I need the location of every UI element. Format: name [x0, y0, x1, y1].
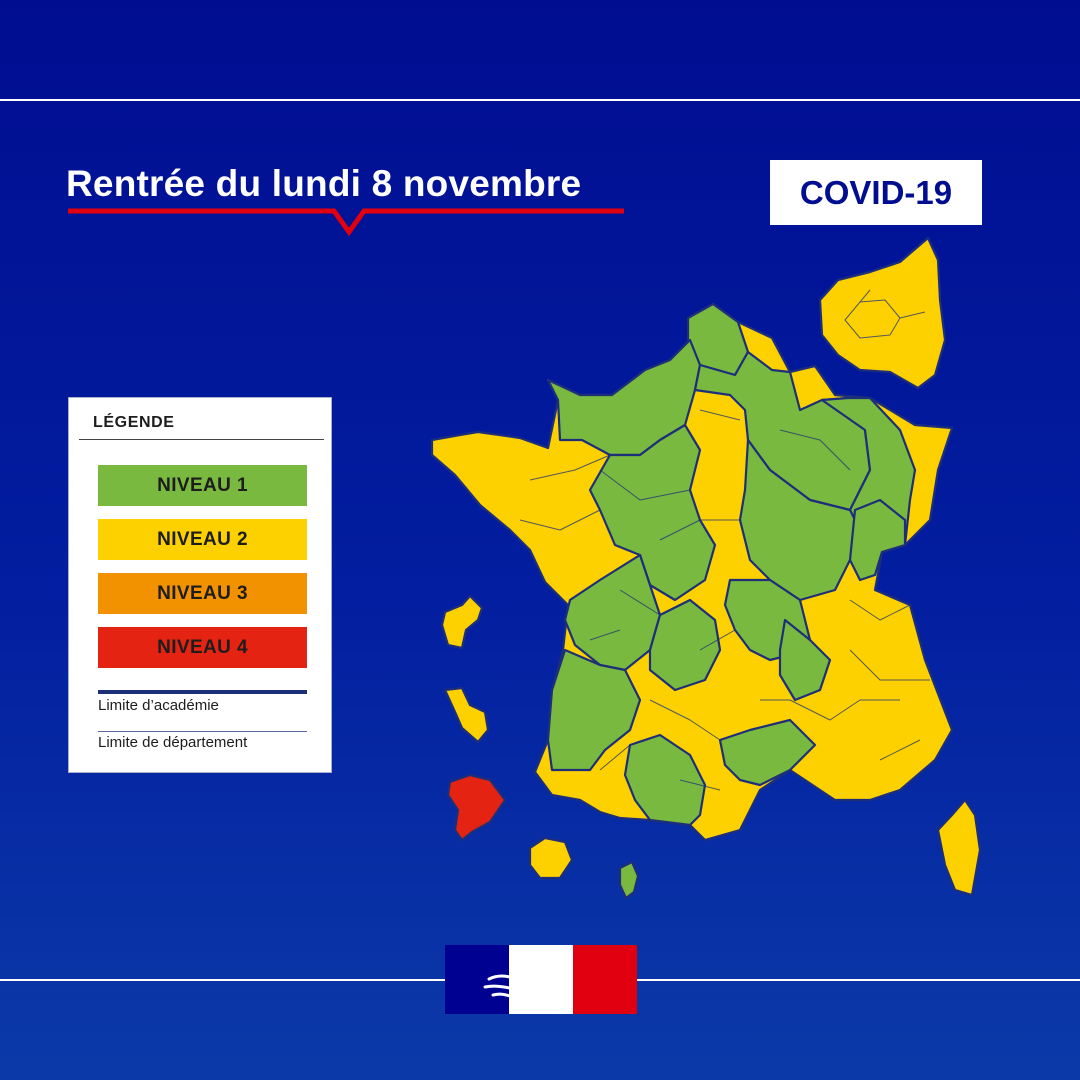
legend-level-4: NIVEAU 4	[98, 627, 307, 668]
top-divider	[0, 99, 1080, 101]
legend-title: LÉGENDE	[93, 414, 175, 431]
department-limit-label: Limite de département	[98, 734, 248, 751]
region-guyane	[446, 773, 507, 842]
title-underline	[68, 208, 624, 237]
region-montpellier	[718, 718, 817, 787]
region-toulouse	[623, 733, 707, 827]
republique-francaise-logo	[445, 945, 637, 1014]
region-mayotte	[618, 860, 640, 900]
marianne-icon	[483, 950, 573, 1014]
region-isere	[778, 618, 832, 702]
department-lines	[519, 409, 930, 791]
region-limousin	[648, 598, 722, 692]
region-guadeloupe	[440, 594, 484, 650]
legend: LÉGENDE NIVEAU 1 NIVEAU 2 NIVEAU 3 NIVEA…	[68, 397, 332, 773]
region-orleans-tours	[588, 423, 717, 602]
region-besancon	[848, 498, 907, 582]
region-normandie	[546, 338, 702, 457]
legend-level-2: NIVEAU 2	[98, 519, 307, 560]
legend-level-1: NIVEAU 1	[98, 465, 307, 506]
region-ile-de-france-inset	[818, 236, 947, 390]
region-reunion	[528, 836, 574, 880]
region-corse	[936, 798, 982, 897]
legend-divider	[79, 439, 324, 440]
department-limit-swatch	[98, 731, 307, 732]
region-martinique	[443, 686, 490, 744]
region-bordeaux	[546, 648, 642, 772]
academy-limit-swatch	[98, 690, 307, 694]
legend-level-3: NIVEAU 3	[98, 573, 307, 614]
paris-inset-ring	[844, 289, 926, 339]
page-title: Rentrée du lundi 8 novembre	[66, 163, 582, 204]
covid-badge: COVID-19	[770, 160, 982, 225]
academy-limit-label: Limite d’académie	[98, 697, 219, 714]
